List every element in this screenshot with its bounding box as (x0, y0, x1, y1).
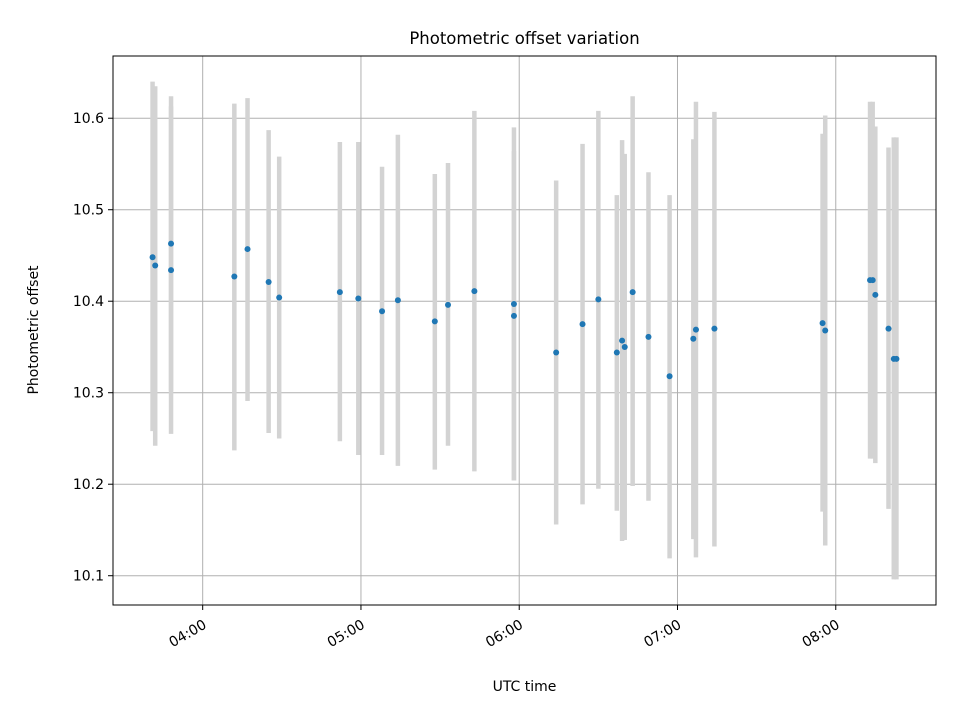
grid-lines (113, 56, 936, 605)
data-point (872, 291, 879, 298)
data-point (819, 320, 826, 327)
y-tick-label: 10.2 (73, 477, 104, 493)
data-point (471, 288, 478, 295)
y-axis-label: Photometric offset (26, 265, 42, 395)
data-point (149, 254, 156, 261)
data-points (149, 240, 900, 380)
chart-title: Photometric offset variation (409, 29, 639, 48)
data-point (355, 295, 362, 302)
data-point (579, 321, 586, 328)
data-point (621, 343, 628, 350)
data-point (553, 349, 560, 356)
y-tick-label: 10.5 (73, 203, 104, 219)
data-point (336, 289, 343, 296)
data-point (152, 262, 159, 269)
y-tick-label: 10.3 (73, 386, 104, 402)
data-point (893, 355, 900, 362)
data-point (510, 312, 517, 319)
plot-area-frame (112, 55, 937, 606)
data-point (645, 333, 652, 340)
data-point (711, 325, 718, 332)
data-point (869, 277, 876, 284)
data-point (666, 373, 673, 380)
data-point (276, 294, 283, 301)
y-tick-label: 10.4 (73, 294, 104, 310)
data-point (595, 296, 602, 303)
data-point (445, 301, 452, 308)
data-point (431, 318, 438, 325)
data-point (394, 297, 401, 304)
data-point (822, 327, 829, 334)
data-point (510, 300, 517, 307)
data-point (231, 273, 238, 280)
y-axis: 10.1 10.2 10.3 10.4 10.5 10.6 (73, 111, 113, 585)
y-tick-label: 10.6 (73, 111, 104, 127)
data-point (265, 279, 272, 286)
data-point (168, 267, 175, 274)
data-point (629, 289, 636, 296)
data-point (168, 240, 175, 247)
data-point (690, 335, 697, 342)
data-point (619, 337, 626, 344)
data-point (692, 326, 699, 333)
data-point (885, 325, 892, 332)
y-tick-label: 10.1 (73, 569, 104, 585)
data-point (613, 349, 620, 356)
data-point (244, 246, 251, 253)
x-axis-label: UTC time (493, 679, 557, 695)
data-point (379, 308, 386, 315)
